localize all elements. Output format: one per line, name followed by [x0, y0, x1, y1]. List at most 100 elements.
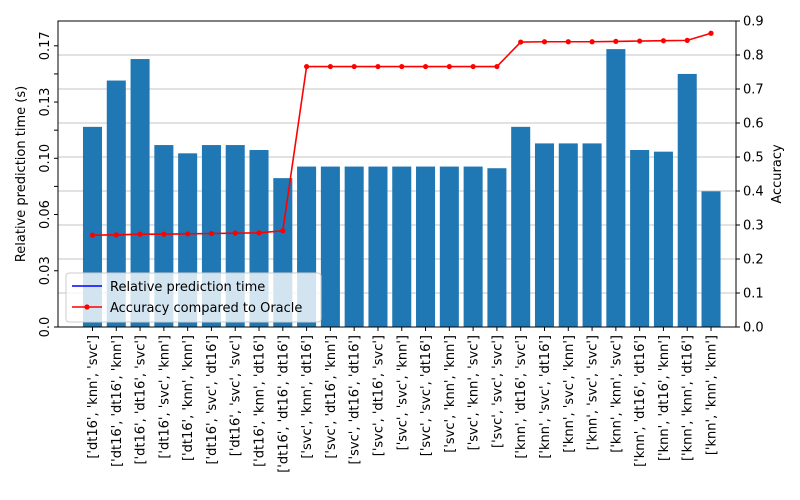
left-tick-label: 0.0: [38, 317, 53, 338]
x-tick-label: ['svc', 'svc', 'dt16']: [419, 335, 434, 456]
x-tick-label: ['knn', 'knn', 'knn']: [705, 335, 720, 455]
accuracy-point: [708, 30, 714, 36]
right-tick-label: 0.2: [743, 253, 764, 268]
accuracy-point: [375, 63, 381, 70]
accuracy-point: [161, 231, 167, 237]
x-tick-label: ['dt16', 'knn', 'dt16']: [253, 335, 268, 467]
bar: [344, 166, 364, 327]
right-tick-label: 0.6: [743, 117, 764, 132]
bar: [534, 143, 555, 327]
accuracy-point: [660, 38, 667, 44]
x-axis-ticks: ['dt16', 'knn', 'svc'] ['dt16', 'dt16', '…: [86, 327, 720, 473]
x-tick-label: ['dt16', 'svc', 'dt16']: [205, 335, 220, 465]
accuracy-point: [470, 63, 476, 70]
accuracy-point: [565, 39, 571, 45]
bar: [677, 73, 697, 327]
x-tick-label: ['svc', 'dt16', 'knn']: [324, 335, 339, 459]
left-tick-label: 0.06: [38, 200, 53, 229]
bar: [106, 80, 126, 327]
right-tick-label: 0.8: [743, 49, 764, 64]
x-tick-label: ['svc', 'knn', 'dt16']: [300, 335, 315, 459]
legend-label-time: Relative prediction time: [110, 280, 265, 295]
left-tick-label: 0.03: [38, 256, 53, 285]
right-tick-label: 0.3: [743, 219, 764, 234]
bar: [368, 166, 388, 327]
bar: [511, 126, 531, 327]
bar: [463, 166, 483, 327]
right-axis-ticks: 0.0 0.1 0.2 0.3 0.4 0.5 0.6 0.7 0.8 0.9: [736, 15, 764, 336]
accuracy-point: [422, 63, 429, 70]
accuracy-point: [232, 230, 238, 236]
accuracy-point: [518, 39, 524, 45]
right-tick-label: 0.4: [743, 185, 764, 200]
accuracy-point: [589, 39, 595, 45]
left-axis-ticks: 0.0 0.03 0.06 0.10 0.13 0.17: [38, 31, 58, 337]
accuracy-point: [541, 39, 548, 45]
left-axis-label: Relative prediction time (s): [14, 86, 29, 262]
x-tick-label: ['knn', 'dt16', 'knn']: [657, 335, 672, 461]
right-tick-label: 0.7: [743, 83, 764, 98]
bar: [606, 49, 626, 327]
x-tick-label: ['svc', 'knn', 'svc']: [467, 335, 482, 450]
accuracy-point: [684, 37, 690, 43]
accuracy-point: [208, 230, 215, 237]
plot-frame: [57, 20, 737, 328]
bar: [653, 151, 673, 327]
x-tick-label: ['knn', 'svc', 'knn']: [562, 335, 577, 453]
x-tick-label: ['dt16', 'dt16', 'knn']: [110, 335, 125, 467]
line-series: [89, 30, 714, 238]
x-tick-label: ['dt16', 'dt16', 'svc']: [134, 335, 149, 465]
x-tick-label: ['dt16', 'knn', 'knn']: [181, 335, 196, 461]
accuracy-point: [446, 63, 452, 70]
accuracy-point: [637, 38, 643, 44]
right-tick-label: 0.9: [743, 15, 764, 30]
accuracy-point: [613, 38, 619, 45]
accuracy-point: [351, 63, 357, 70]
bar: [439, 166, 459, 327]
legend-box: [65, 272, 322, 323]
bar: [630, 150, 650, 327]
accuracy-point: [256, 230, 262, 236]
legend-marker-accuracy: [84, 304, 90, 310]
x-tick-label: ['svc', 'dt16', 'svc']: [371, 335, 386, 456]
accuracy-point: [399, 63, 405, 70]
accuracy-point: [137, 231, 143, 237]
bar: [582, 143, 602, 327]
left-tick-label: 0.10: [38, 144, 53, 173]
x-tick-label: ['dt16', 'dt16', 'dt16']: [276, 335, 291, 473]
x-tick-label: ['knn', 'dt16', 'svc']: [514, 335, 529, 459]
accuracy-point: [280, 228, 286, 234]
bar: [130, 59, 150, 327]
right-tick-label: 0.5: [743, 151, 764, 166]
accuracy-point: [113, 232, 119, 238]
legend-label-accuracy: Accuracy compared to Oracle: [110, 301, 302, 316]
accuracy-point: [185, 231, 191, 237]
bar: [558, 143, 578, 327]
right-tick-label: 0.1: [743, 287, 764, 302]
left-tick-label: 0.17: [38, 31, 53, 60]
x-tick-label: ['svc', 'svc', 'knn']: [395, 335, 410, 450]
bar: [701, 191, 721, 327]
bar: [487, 168, 507, 327]
x-tick-label: ['dt16', 'svc', 'svc']: [229, 335, 244, 456]
bar: [320, 166, 340, 327]
legend: Relative prediction time Accuracy compar…: [65, 272, 322, 323]
x-tick-label: ['svc', 'dt16', 'dt16']: [348, 335, 363, 465]
x-tick-label: ['dt16', 'knn', 'svc']: [86, 335, 101, 459]
accuracy-point: [304, 63, 310, 70]
x-tick-label: ['knn', 'dt16', 'dt16']: [633, 335, 648, 467]
accuracy-point: [494, 63, 500, 70]
accuracy-point: [327, 63, 333, 70]
x-tick-label: ['knn', 'svc', 'dt16']: [538, 335, 553, 459]
bar: [416, 166, 436, 327]
right-tick-label: 0.0: [743, 321, 764, 336]
x-tick-label: ['svc', 'svc', 'svc']: [490, 335, 505, 448]
x-tick-label: ['knn', 'knn', 'svc']: [609, 335, 624, 453]
bar: [392, 166, 412, 327]
x-tick-label: ['svc', 'knn', 'knn']: [443, 335, 458, 453]
accuracy-point: [89, 232, 96, 238]
right-axis-label: Accuracy: [770, 144, 785, 204]
x-tick-label: ['knn', 'knn', 'dt16']: [681, 335, 696, 461]
x-tick-label: ['knn', 'svc', 'svc']: [586, 335, 601, 450]
